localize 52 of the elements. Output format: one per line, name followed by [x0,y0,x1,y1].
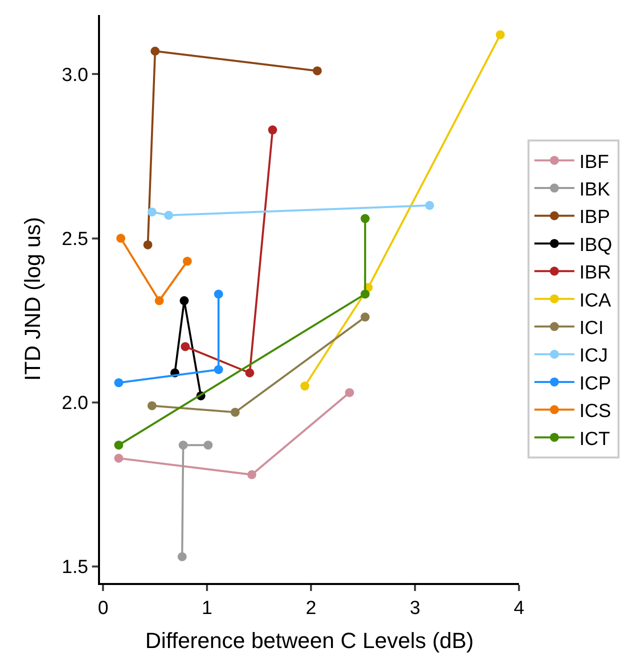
legend-label: ICI [579,318,604,339]
y-tick-label: 2.5 [62,228,88,250]
point [247,470,256,480]
point [114,454,124,463]
point [360,312,370,322]
point [345,388,354,398]
point [114,378,124,388]
point [204,440,213,450]
point [180,296,189,306]
point [245,368,254,378]
point [360,214,370,224]
point [116,234,126,243]
legend-label: IBP [579,207,610,228]
point [230,408,240,417]
legend-label: IBF [579,152,609,173]
legend-label: ICA [579,290,612,312]
x-tick-label: 2 [306,598,316,619]
point [214,365,224,374]
point [178,440,188,450]
point [425,200,434,210]
x-tick-label: 0 [98,598,108,619]
point [147,401,156,410]
point [154,296,164,306]
x-tick-label: 1 [202,598,212,619]
legend-label: ICP [579,373,612,394]
point [312,66,322,76]
x-tick-label: 4 [514,598,525,619]
point [147,207,156,216]
point [164,210,174,220]
y-tick-label: 3.0 [62,64,88,86]
legend-label: IBK [579,179,610,200]
point [268,125,278,134]
legend-label: ICT [579,428,610,450]
legend-label: ICS [579,401,612,422]
point [114,440,124,450]
x-tick-label: 3 [410,598,420,619]
point [360,290,370,299]
y-tick-label: 1.5 [62,557,88,578]
point [180,342,190,352]
legend-label: IBQ [579,234,612,256]
point [182,256,192,266]
point [300,382,310,391]
point [143,240,152,250]
x-axis-title: Difference between C Levels (dB) [145,628,474,654]
legend-label: IBR [579,262,612,284]
legend-label: ICJ [579,346,608,367]
y-axis-title: ITD JND (log us) [20,217,46,381]
point [496,30,505,40]
point [178,552,187,562]
point [150,46,160,56]
point [214,290,224,299]
y-tick-label: 2.0 [62,393,88,414]
